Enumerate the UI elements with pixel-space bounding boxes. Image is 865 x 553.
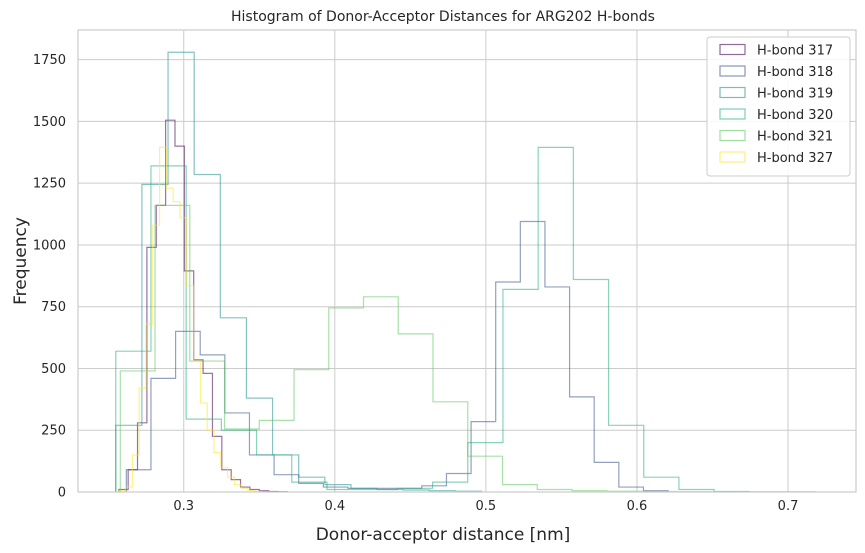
legend-swatch xyxy=(719,129,746,142)
legend-label: H-bond 320 xyxy=(757,108,833,123)
legend-entry: H-bond 318 xyxy=(719,65,833,80)
y-tick-label: 750 xyxy=(41,300,66,315)
histogram-step-outline xyxy=(118,146,263,493)
x-tick-label: 0.3 xyxy=(173,499,194,514)
legend-entry: H-bond 319 xyxy=(719,86,833,102)
legend-swatch xyxy=(719,65,746,77)
legend: H-bond 317 H-bond 318 H-bond 319 H-bond 320… xyxy=(706,36,851,177)
histogram-series-group xyxy=(115,51,816,493)
y-tick-label: 1500 xyxy=(33,115,66,130)
y-tick-label: 0 xyxy=(58,486,66,501)
legend-swatch xyxy=(719,86,746,99)
x-tick-label: 0.5 xyxy=(476,499,497,514)
chart-title: Histogram of Donor-Acceptor Distances fo… xyxy=(231,9,655,25)
y-axis-ticks: 0 250 500 750 1000 1250 1500 1750 xyxy=(33,53,66,500)
y-tick-label: 500 xyxy=(41,362,66,377)
series-h-bond-320 xyxy=(115,146,750,493)
legend-swatch xyxy=(719,108,746,120)
x-tick-label: 0.6 xyxy=(627,499,648,514)
y-tick-label: 1250 xyxy=(33,177,66,192)
y-axis-label: Frequency xyxy=(11,217,31,305)
legend-label: H-bond 319 xyxy=(757,87,833,102)
legend-entry: H-bond 320 xyxy=(719,108,833,123)
y-tick-label: 1000 xyxy=(33,238,66,253)
legend-label: H-bond 317 xyxy=(757,44,833,59)
legend-label: H-bond 321 xyxy=(757,130,833,145)
y-tick-label: 1750 xyxy=(33,53,66,68)
histogram-step-outline xyxy=(118,119,288,493)
legend-entry: H-bond 321 xyxy=(719,129,833,145)
y-tick-label: 250 xyxy=(41,424,66,439)
x-tick-label: 0.4 xyxy=(324,499,345,514)
legend-box xyxy=(706,36,851,177)
histogram-step-outline xyxy=(115,146,750,493)
plot-area-frame xyxy=(77,29,857,493)
series-h-bond-319 xyxy=(115,51,483,492)
legend-entry: H-bond 327 xyxy=(719,151,833,166)
x-axis-ticks: 0.3 0.4 0.5 0.6 0.7 xyxy=(173,499,798,514)
x-tick-label: 0.7 xyxy=(778,499,799,514)
legend-entry: H-bond 317 xyxy=(719,43,833,59)
legend-label: H-bond 327 xyxy=(757,151,833,166)
x-axis-label: Donor-acceptor distance [nm] xyxy=(316,525,571,545)
series-h-bond-327 xyxy=(118,146,263,493)
legend-swatch xyxy=(719,151,746,163)
histogram-step-outline xyxy=(115,51,483,492)
series-h-bond-317 xyxy=(118,119,288,493)
legend-label: H-bond 318 xyxy=(757,65,833,80)
legend-swatch xyxy=(719,43,746,56)
